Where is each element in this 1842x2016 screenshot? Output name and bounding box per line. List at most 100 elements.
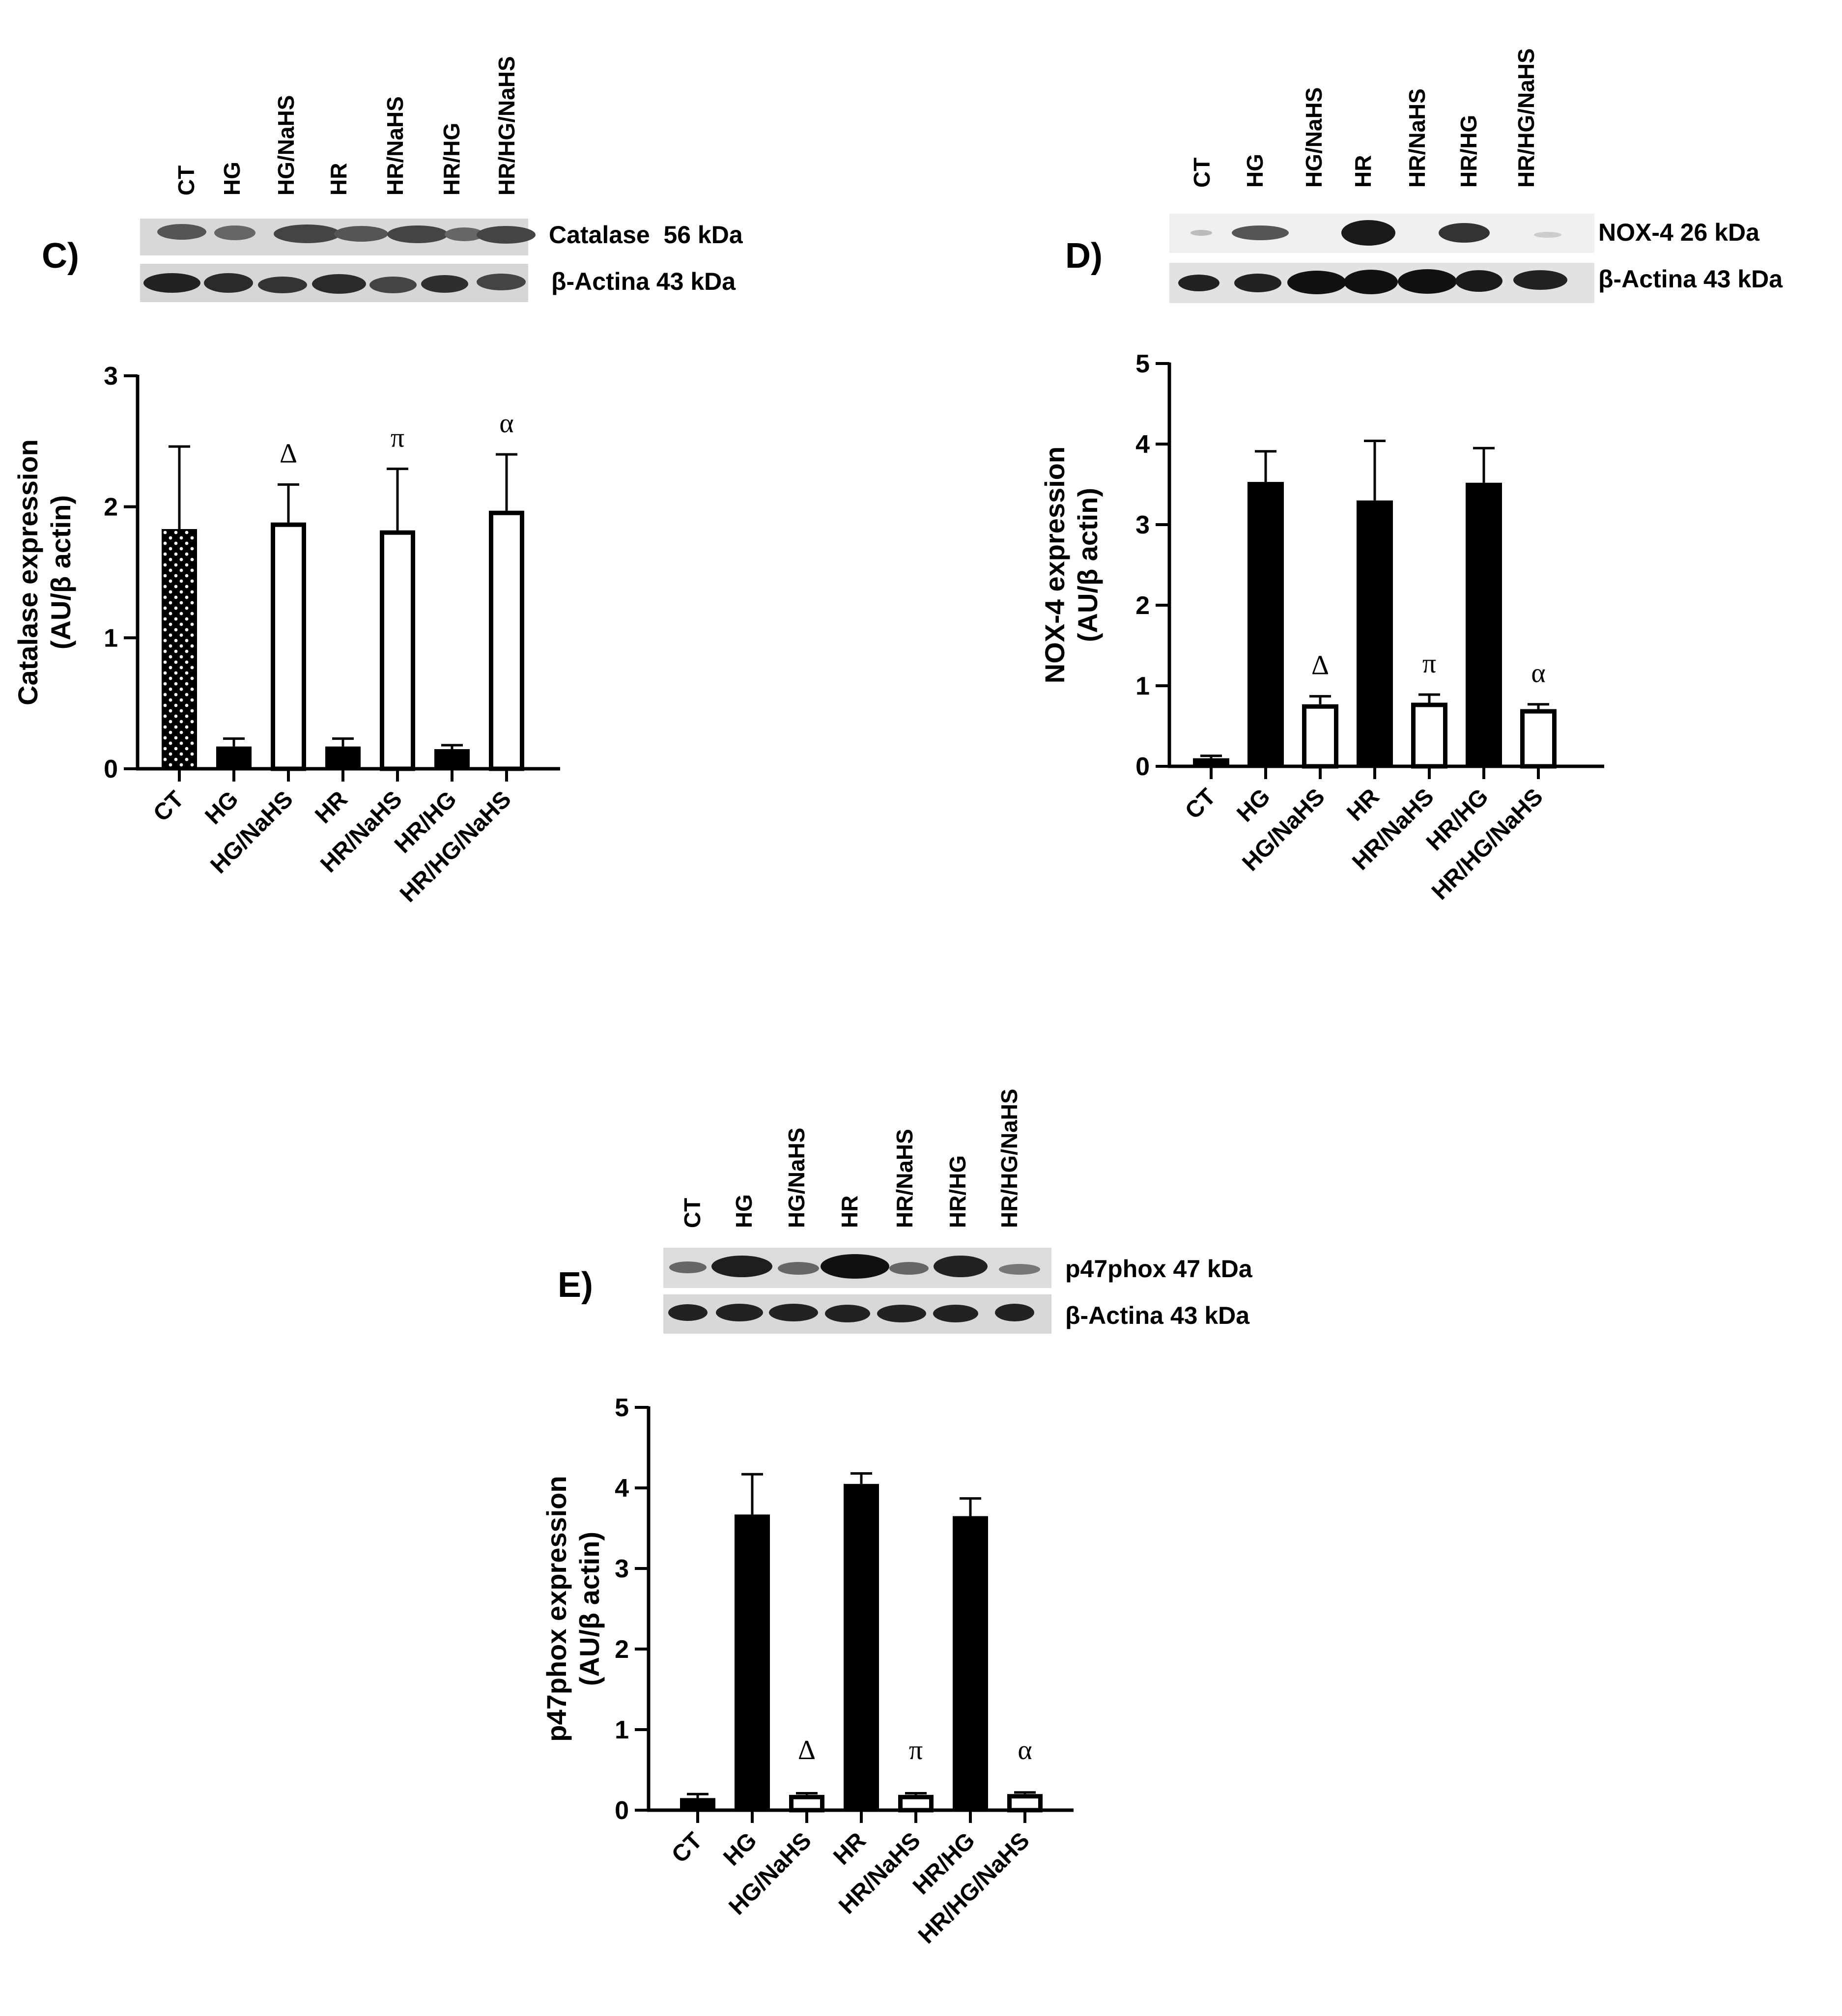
bar-hr-nahs xyxy=(898,1794,934,1813)
blot-c-lane-labels: CT HG HG/NaHS HR HR/NaHS HR/HG HR/HG/NaH… xyxy=(173,56,519,196)
lane-label: HR xyxy=(837,1196,862,1228)
significance-symbol: α xyxy=(499,408,513,439)
panel-letter-e: E) xyxy=(558,1265,593,1305)
y-tick-label: 4 xyxy=(1135,430,1150,459)
lane-label: CT xyxy=(680,1198,705,1228)
y-tick-label: 5 xyxy=(1135,350,1150,378)
y-tick-label: 0 xyxy=(615,1796,629,1825)
lane-label: CT xyxy=(1189,158,1215,188)
y-tick-label: 0 xyxy=(1135,753,1150,781)
y-tick-label: 3 xyxy=(615,1555,629,1583)
y-tick-label: 3 xyxy=(1135,511,1150,539)
x-tick-label: HG xyxy=(718,1827,762,1871)
blot-d-target-strip xyxy=(1169,214,1594,253)
y-axis-title-units: (AU/β actin) xyxy=(1072,488,1103,642)
lane-label: HG xyxy=(731,1194,757,1228)
blot-panel-c: C) CT HG HG/NaHS HR HR/NaHS HR/HG HR/HG/… xyxy=(42,56,743,302)
significance-symbol: Δ xyxy=(798,1735,816,1765)
bar-hg xyxy=(735,1514,770,1811)
bar-hr-nahs xyxy=(1411,702,1447,769)
lane-label: HR xyxy=(326,163,351,196)
bar-hr xyxy=(1357,500,1393,767)
x-tick-label: CT xyxy=(667,1827,708,1868)
bar-hr xyxy=(844,1484,879,1811)
y-tick-label: 4 xyxy=(615,1474,629,1503)
blot-e-target-strip xyxy=(663,1248,1051,1288)
y-axis-title-units: (AU/β actin) xyxy=(574,1532,605,1686)
blot-c-actin-strip xyxy=(140,264,528,302)
lane-label: HR/HG xyxy=(945,1155,970,1228)
bar-hg-nahs xyxy=(1302,704,1338,769)
lane-label: HR/HG xyxy=(439,123,464,196)
blot-panel-d: D) CT HG HG/NaHS HR HR/NaHS HR/HG HR/HG/… xyxy=(1065,48,1783,303)
x-tick-label: CT xyxy=(1180,784,1221,824)
significance-symbol: Δ xyxy=(1311,650,1329,680)
lane-label: HR/HG/NaHS xyxy=(996,1089,1022,1228)
bar-hg xyxy=(216,746,252,770)
x-tick-label: HR xyxy=(828,1827,871,1870)
lane-label: HR xyxy=(1350,155,1376,188)
y-tick-label: 3 xyxy=(104,362,118,391)
blot-e-actin-strip xyxy=(663,1294,1051,1334)
bar-hg-nahs xyxy=(271,522,306,771)
significance-symbol: Δ xyxy=(280,438,297,469)
bar-hg-nahs xyxy=(789,1794,824,1813)
y-tick-label: 2 xyxy=(615,1635,629,1664)
bar-hr-hg xyxy=(953,1516,988,1811)
blot-e-target-label: p47phox 47 kDa xyxy=(1065,1255,1253,1283)
lane-label: HR/NaHS xyxy=(892,1129,917,1228)
significance-symbol: α xyxy=(1018,1735,1032,1765)
lane-label: HR/HG xyxy=(1456,115,1481,188)
lane-label: HG/NaHS xyxy=(1301,87,1327,188)
y-axis-title: Catalase expression xyxy=(12,439,43,705)
bar-hr-hg-nahs xyxy=(1520,709,1557,769)
bar-ct xyxy=(162,529,197,770)
significance-symbol: π xyxy=(909,1735,923,1765)
y-tick-label: 1 xyxy=(1135,672,1150,700)
bar-hr-hg xyxy=(1466,482,1502,767)
significance-symbol: π xyxy=(1422,648,1436,679)
blot-e-lane-labels: CT HG HG/NaHS HR HR/NaHS HR/HG HR/HG/NaH… xyxy=(680,1089,1022,1228)
blot-c-target-strip xyxy=(140,219,536,255)
blot-e-actin-label: β-Actina 43 kDa xyxy=(1065,1302,1250,1329)
panel-letter-c: C) xyxy=(42,236,79,276)
panel-letter-d: D) xyxy=(1065,236,1103,276)
lane-label: HR/HG/NaHS xyxy=(494,56,519,196)
x-tick-label: HG xyxy=(1232,784,1275,827)
x-tick-label: CT xyxy=(148,786,189,827)
y-tick-label: 2 xyxy=(104,493,118,522)
lane-label: HG/NaHS xyxy=(273,95,299,196)
significance-symbol: π xyxy=(391,422,404,453)
y-tick-label: 0 xyxy=(104,755,118,784)
blot-d-lane-labels: CT HG HG/NaHS HR HR/NaHS HR/HG HR/HG/NaH… xyxy=(1189,48,1539,188)
y-tick-label: 1 xyxy=(104,624,118,652)
lane-label: HG xyxy=(219,162,245,196)
bar-hr-hg-nahs xyxy=(1007,1794,1043,1813)
blot-d-actin-strip xyxy=(1169,263,1594,303)
blot-c-actin-label: β-Actina 43 kDa xyxy=(551,268,736,295)
y-axis-title: p47phox expression xyxy=(541,1476,572,1742)
lane-label: HG xyxy=(1242,154,1268,188)
y-axis-title-units: (AU/β actin) xyxy=(45,495,76,649)
bar-hr-nahs xyxy=(380,530,415,771)
y-tick-label: 5 xyxy=(615,1394,629,1422)
bar-hr xyxy=(325,746,361,770)
blot-d-target-label: NOX-4 26 kDa xyxy=(1598,219,1760,246)
x-tick-label: HR xyxy=(310,786,352,828)
y-axis-title: NOX-4 expression xyxy=(1039,447,1070,683)
blot-c-target-label: Catalase 56 kDa xyxy=(549,221,743,249)
x-tick-label: HR xyxy=(1342,784,1384,826)
lane-label: HR/HG/NaHS xyxy=(1513,48,1539,188)
lane-label: HR/NaHS xyxy=(1404,88,1430,188)
blot-panel-e: E) CT HG HG/NaHS HR HR/NaHS HR/HG HR/HG/… xyxy=(558,1089,1253,1334)
x-tick-label: HG xyxy=(200,786,243,829)
y-tick-label: 2 xyxy=(1135,591,1150,620)
lane-label: CT xyxy=(173,166,199,196)
bar-hr-hg xyxy=(434,749,470,770)
significance-symbol: α xyxy=(1531,658,1545,689)
y-tick-label: 1 xyxy=(615,1716,629,1744)
